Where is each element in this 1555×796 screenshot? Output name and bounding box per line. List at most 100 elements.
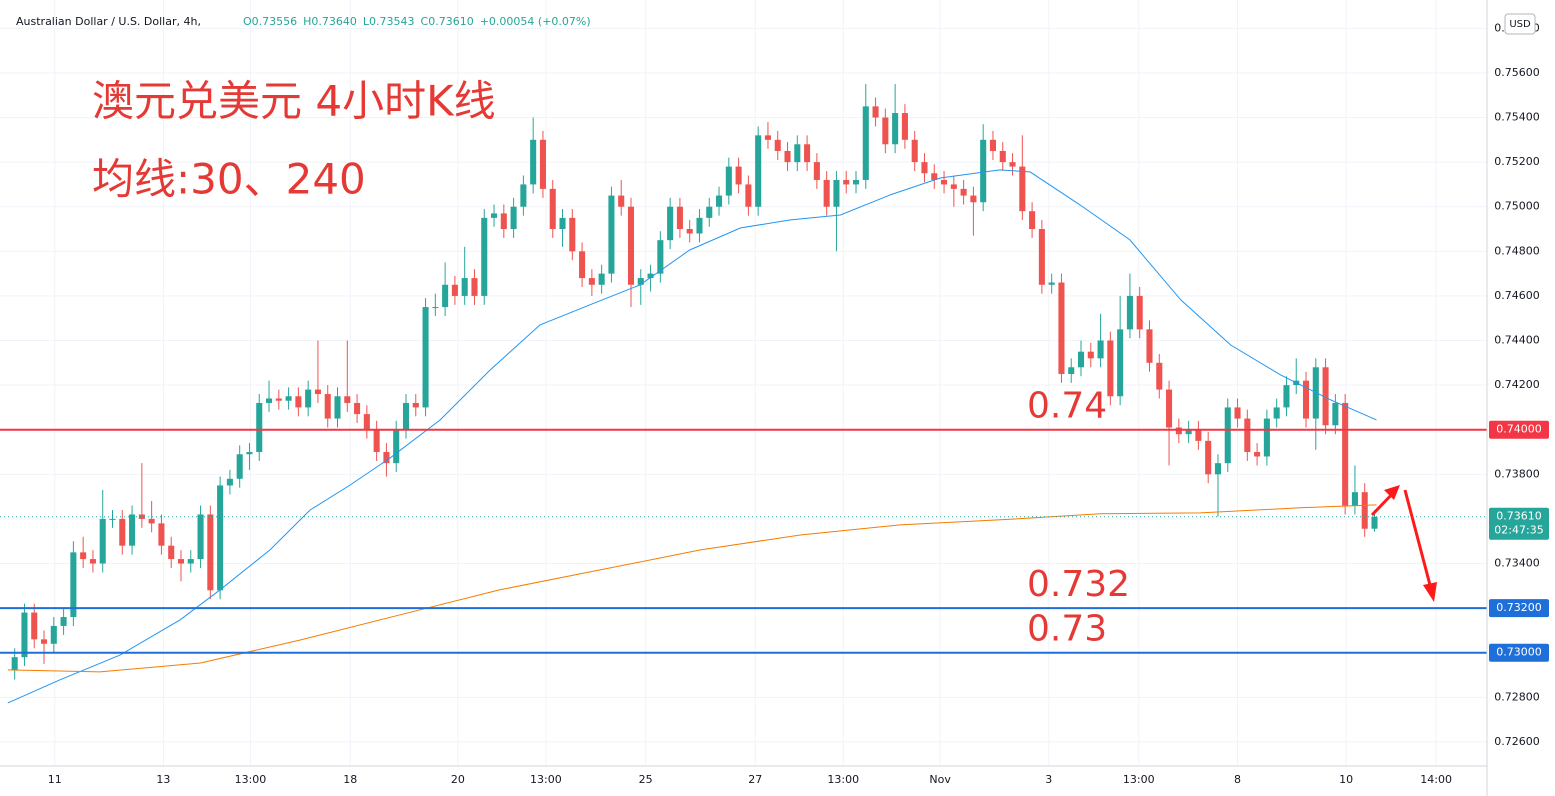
y-tick-label: 0.75200 [1494,155,1540,168]
candle-body [383,452,390,464]
candle-body [334,396,341,419]
level-tag [1489,599,1549,618]
candle-body [716,195,723,207]
y-tick-label: 0.72600 [1494,735,1540,748]
y-tick-label: 0.75400 [1494,111,1540,124]
candle-body [627,206,635,285]
y-tick-label: 0.74800 [1494,244,1540,257]
candle-body [305,389,312,408]
candle-body [999,150,1006,163]
candle-body [1068,367,1075,374]
candle-body [285,396,292,401]
y-tick-label: 0.75600 [1494,66,1540,79]
level-annotation: 0.74 [1027,386,1107,427]
last-price-tag [1489,507,1549,540]
candle-body [1224,407,1231,464]
candle-body [324,394,331,419]
x-tick-label: 11 [48,773,62,786]
x-tick-label: Nov [929,773,951,786]
candle-body [852,179,860,185]
arrow-head [1423,582,1437,602]
candle-body [129,514,136,546]
y-tick-label: 0.74200 [1494,378,1540,391]
candle-body [40,639,48,644]
candle-body [461,278,468,296]
y-tick-label: 0.74600 [1494,289,1540,302]
candle-body [667,206,674,241]
candle-body [1136,295,1143,330]
candle-body [500,213,507,230]
x-tick-label: 27 [748,773,762,786]
candle-body [1077,351,1085,368]
candle-body [226,478,233,486]
candle-body [344,396,351,403]
candle-body [354,402,361,415]
y-tick-label: 0.75000 [1494,200,1540,213]
candle-body [755,135,762,207]
candle-body [813,162,820,180]
candle-body [637,278,644,285]
candle-body [481,217,488,296]
candle-body [774,139,781,151]
candle-body [393,429,400,464]
candle-body [1117,329,1124,397]
candle-body [931,173,938,180]
candle-body [119,518,126,546]
candle-body [432,307,439,309]
candle-body [901,113,908,140]
candle-body [256,402,263,453]
candle-body [471,278,478,296]
candle-body [686,229,693,234]
candle-body [618,195,625,207]
candle-body [1195,429,1202,441]
level-tag-label: 0.73000 [1496,646,1542,659]
ohlc-value: H0.73640 [303,15,357,28]
x-tick-label: 10 [1339,773,1353,786]
candle-body [1342,402,1349,506]
candle-body [1273,407,1280,419]
candle-body [1038,229,1045,285]
candle-body [236,454,243,479]
candle-body [989,139,996,151]
candle-body [735,166,742,185]
candle-body [510,206,517,230]
candle-body [559,217,566,230]
candle-body [960,188,967,196]
candle-body [862,106,869,180]
candle-body [1166,389,1173,428]
candle-body [1107,340,1114,397]
candle-body [99,518,106,564]
candle-body [1097,340,1104,359]
candle-body [1244,418,1251,453]
candle-body [549,188,556,230]
x-tick-label: 25 [639,773,653,786]
level-annotation: 0.73 [1027,609,1107,650]
candle-body [109,518,116,520]
candle-body [1234,407,1241,419]
candle-body [1214,463,1222,475]
candle-body [1263,418,1270,457]
candle-body [138,514,145,519]
x-tick-label: 13:00 [1123,773,1155,786]
candle-body [314,389,321,395]
candle-body [1371,516,1378,529]
candle-body [50,625,57,644]
candle-body [11,657,18,671]
candle-body [1205,440,1212,475]
candle-body [833,179,840,207]
currency-badge[interactable] [1504,13,1536,35]
candle-body [784,150,791,163]
countdown-label: 02:47:35 [1494,524,1543,537]
y-tick-label: 0.73400 [1494,557,1540,570]
candle-body [598,273,605,285]
candle-body [657,240,664,274]
candle-body [892,113,899,145]
candle-body [1185,429,1192,435]
candle-body [530,139,537,185]
candle-body [804,144,811,163]
candle-body [197,514,204,560]
candle-body [1019,166,1026,212]
candle-body [725,166,732,196]
y-tick-label: 0.74400 [1494,334,1540,347]
